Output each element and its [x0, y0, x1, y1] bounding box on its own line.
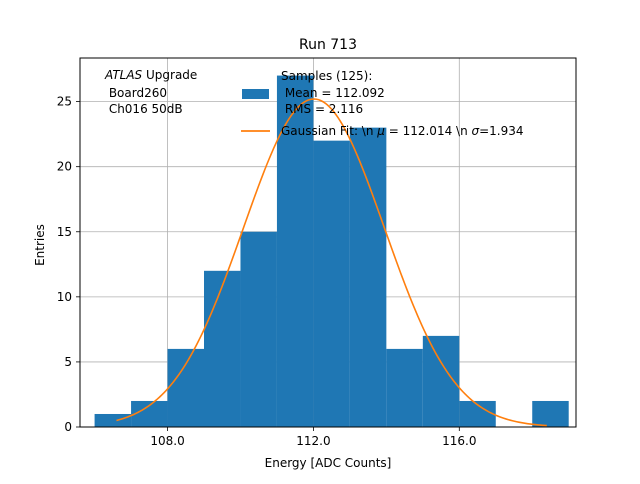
x-tick-label: 116.0: [442, 434, 476, 448]
axes-frame: [79, 57, 577, 428]
histogram-bar: [386, 348, 423, 427]
legend: Samples (125): Mean = 112.092 RMS = 2.11…: [241, 69, 524, 138]
legend-fit-text-2: = 112.014 \n: [385, 124, 472, 138]
legend-fit-sigma: σ: [472, 124, 480, 138]
histogram-bar: [313, 140, 350, 427]
y-tick-label: 5: [64, 355, 72, 369]
y-tick-label: 0: [64, 420, 72, 434]
histogram-bars: [94, 75, 569, 428]
upgrade-label: Upgrade: [142, 68, 197, 82]
legend-histogram-label-line-3: RMS = 2.116: [281, 102, 363, 116]
histogram-bar: [276, 75, 314, 428]
histogram-bar: [349, 127, 387, 427]
histogram-bar: [167, 348, 204, 427]
legend-fit-label: Gaussian Fit: \n μ = 112.014 \n σ=1.934: [281, 124, 524, 138]
histogram-bar: [532, 400, 569, 427]
legend-fit-mu: μ: [376, 124, 385, 138]
histogram-bar: [94, 413, 132, 427]
gaussian-fit: [116, 98, 547, 427]
y-tick-label: 10: [57, 290, 72, 304]
gaussian-fit-curve: [116, 98, 547, 427]
x-tick-label: 108.0: [150, 434, 184, 448]
x-axis-label: Energy [ADC Counts]: [265, 456, 392, 470]
legend-fit-text-1: Gaussian Fit: \n: [281, 124, 377, 138]
axis-ticks: 108.0 112.0 116.0 0 5 10 15 20 25: [57, 95, 477, 448]
atlas-label: ATLAS: [104, 68, 143, 82]
legend-histogram-label-line-2: Mean = 112.092: [281, 86, 385, 100]
histogram-bar: [240, 231, 277, 427]
x-tick-label: 112.0: [296, 434, 330, 448]
legend-histogram-label-line-1: Samples (125):: [281, 69, 372, 83]
y-tick-label: 25: [57, 95, 72, 109]
chart-title: Run 713: [299, 37, 357, 53]
atlas-annotation-line-3: Ch016 50dB: [105, 102, 183, 116]
y-tick-label: 15: [57, 225, 72, 239]
legend-histogram-swatch: [242, 89, 269, 99]
y-tick-label: 20: [57, 160, 72, 174]
atlas-annotation-line-2: Board260: [105, 86, 167, 100]
y-axis-label: Entries: [33, 224, 47, 266]
histogram-bar: [204, 270, 241, 427]
atlas-annotation-line-1: ATLAS Upgrade: [104, 68, 197, 82]
legend-fit-text-3: =1.934: [479, 124, 523, 138]
